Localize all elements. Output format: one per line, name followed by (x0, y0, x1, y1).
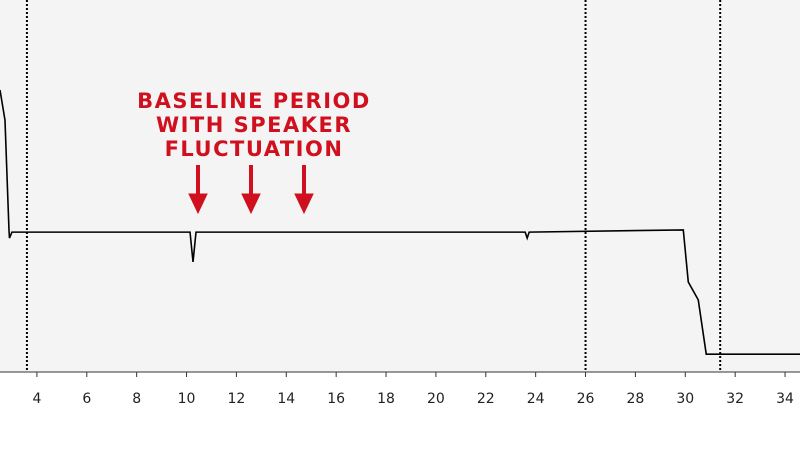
x-tick-label: 8 (132, 391, 141, 407)
arrow-head (241, 193, 261, 215)
x-tick-label: 24 (527, 391, 545, 407)
annotation-line: BASELINE PERIOD (137, 89, 371, 113)
x-tick-label: 12 (227, 391, 245, 407)
annotation-line: FLUCTUATION (165, 137, 344, 161)
x-tick-label: 28 (626, 391, 644, 407)
x-tick-label: 18 (377, 391, 395, 407)
x-tick-label: 34 (776, 391, 794, 407)
x-tick-label: 16 (327, 391, 345, 407)
arrow-head (294, 193, 314, 215)
x-tick-label: 22 (477, 391, 495, 407)
x-tick-label: 30 (676, 391, 694, 407)
plot-area (0, 0, 800, 372)
arrow-head (188, 193, 208, 215)
x-tick-label: 32 (726, 391, 744, 407)
x-tick-label: 6 (82, 391, 91, 407)
x-tick-label: 4 (32, 391, 41, 407)
annotation-arrows (188, 165, 314, 215)
x-tick-label: 20 (427, 391, 445, 407)
data-line (0, 89, 800, 355)
x-tick-label: 10 (178, 391, 196, 407)
x-tick-label: 14 (277, 391, 295, 407)
annotation-line: WITH SPEAKER (156, 113, 352, 137)
x-tick-label: 26 (577, 391, 595, 407)
